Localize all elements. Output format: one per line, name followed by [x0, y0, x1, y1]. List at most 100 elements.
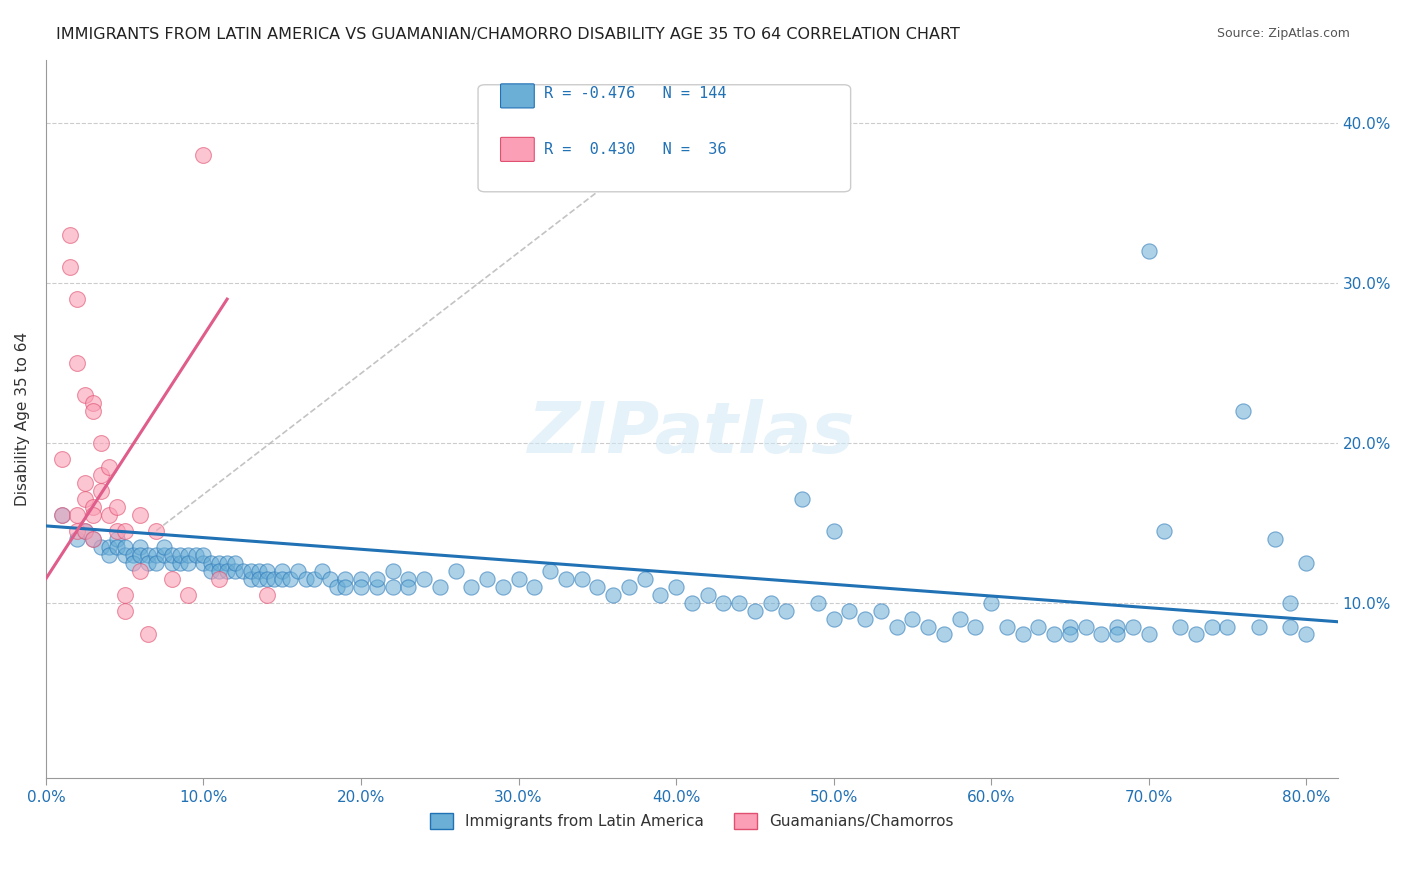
Point — [381, 580, 404, 594]
Point — [869, 603, 891, 617]
Point — [335, 580, 357, 594]
Point — [82, 532, 104, 546]
Point — [75, 388, 97, 402]
Point — [728, 596, 751, 610]
Point — [633, 572, 655, 586]
Point — [995, 619, 1018, 633]
Point — [138, 627, 160, 641]
Point — [492, 580, 515, 594]
Point — [184, 548, 207, 562]
Point — [1295, 556, 1317, 570]
Point — [381, 564, 404, 578]
Point — [208, 564, 231, 578]
Point — [554, 572, 576, 586]
Text: R =  0.430   N =  36: R = 0.430 N = 36 — [544, 143, 727, 157]
Point — [169, 556, 191, 570]
Point — [51, 451, 73, 466]
Point — [413, 572, 436, 586]
Point — [948, 611, 970, 625]
Point — [90, 435, 112, 450]
Text: IMMIGRANTS FROM LATIN AMERICA VS GUAMANIAN/CHAMORRO DISABILITY AGE 35 TO 64 CORR: IMMIGRANTS FROM LATIN AMERICA VS GUAMANI… — [56, 27, 960, 42]
Point — [239, 572, 262, 586]
Point — [1153, 524, 1175, 538]
Point — [121, 556, 143, 570]
Point — [335, 572, 357, 586]
Point — [1011, 627, 1033, 641]
Point — [75, 524, 97, 538]
Point — [82, 396, 104, 410]
Point — [744, 603, 766, 617]
Point — [200, 564, 222, 578]
Point — [177, 556, 200, 570]
Point — [82, 532, 104, 546]
Point — [105, 532, 128, 546]
Point — [98, 540, 121, 554]
Point — [665, 580, 688, 594]
Point — [129, 548, 152, 562]
Point — [1264, 532, 1286, 546]
Point — [105, 540, 128, 554]
Point — [145, 556, 167, 570]
Point — [586, 580, 609, 594]
Point — [1059, 619, 1081, 633]
Point — [823, 611, 845, 625]
Point — [1232, 404, 1254, 418]
Point — [66, 532, 89, 546]
Point — [153, 548, 176, 562]
Point — [1137, 244, 1160, 259]
Point — [217, 564, 239, 578]
Point — [444, 564, 467, 578]
Point — [217, 556, 239, 570]
Point — [160, 556, 183, 570]
Point — [66, 508, 89, 522]
Point — [160, 548, 183, 562]
Point — [1107, 619, 1129, 633]
Point — [302, 572, 325, 586]
Point — [1107, 627, 1129, 641]
Point — [51, 508, 73, 522]
Point — [1279, 619, 1302, 633]
Point — [1216, 619, 1239, 633]
Point — [838, 603, 860, 617]
Point — [396, 580, 419, 594]
Point — [169, 548, 191, 562]
Point — [82, 508, 104, 522]
Point — [650, 588, 672, 602]
Point — [105, 524, 128, 538]
Point — [1122, 619, 1144, 633]
Point — [460, 580, 482, 594]
Point — [145, 524, 167, 538]
Point — [98, 548, 121, 562]
Point — [271, 564, 294, 578]
Point — [208, 572, 231, 586]
Point — [1201, 619, 1223, 633]
Point — [366, 572, 388, 586]
Point — [1168, 619, 1191, 633]
Point — [318, 572, 340, 586]
Point — [256, 572, 278, 586]
Point — [1074, 619, 1097, 633]
Text: ZIPatlas: ZIPatlas — [529, 399, 855, 467]
Point — [153, 540, 176, 554]
Point — [66, 356, 89, 370]
Point — [239, 564, 262, 578]
Point — [350, 572, 373, 586]
Point — [129, 508, 152, 522]
Point — [1247, 619, 1270, 633]
Point — [247, 572, 270, 586]
Point — [75, 524, 97, 538]
Legend: Immigrants from Latin America, Guamanians/Chamorros: Immigrants from Latin America, Guamanian… — [423, 807, 960, 835]
Point — [121, 548, 143, 562]
Point — [823, 524, 845, 538]
Point — [66, 524, 89, 538]
Point — [711, 596, 734, 610]
Point — [1028, 619, 1050, 633]
Point — [571, 572, 593, 586]
Point — [114, 603, 136, 617]
Point — [278, 572, 301, 586]
Point — [523, 580, 546, 594]
Point — [538, 564, 561, 578]
Point — [51, 508, 73, 522]
Point — [311, 564, 333, 578]
Point — [965, 619, 987, 633]
